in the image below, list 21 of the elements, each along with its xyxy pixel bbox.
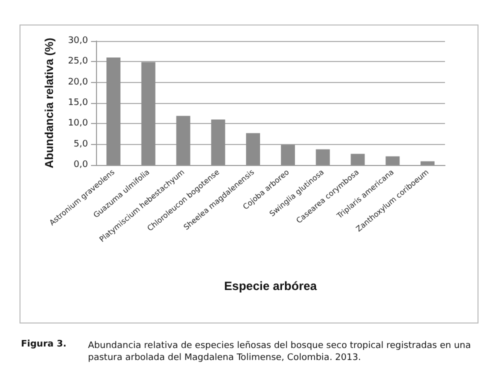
bar — [211, 120, 226, 165]
bar — [141, 62, 156, 165]
bar — [350, 154, 365, 165]
x-axis-title: Especie arbórea — [224, 279, 318, 293]
y-tick-label: 0,0 — [74, 160, 88, 170]
bar — [316, 149, 330, 165]
y-tick-label: 5,0 — [74, 139, 88, 150]
y-tick-label: 10,0 — [68, 118, 88, 129]
text: Figura 3. — [21, 340, 66, 350]
bar — [280, 144, 295, 165]
bar — [246, 133, 260, 165]
bar — [386, 156, 400, 165]
bar — [176, 116, 190, 165]
y-tick-label: 30,0 — [68, 36, 88, 46]
bar — [106, 58, 120, 165]
y-tick-label: 25,0 — [68, 56, 88, 67]
bar — [420, 161, 435, 165]
y-tick-label: 15,0 — [68, 98, 88, 108]
text: Abundancia relativa de especies leñosas del bosque seco tropical registradas en una pastura arbolada del Magdalena Tolimense, Colombia. 2013. — [88, 341, 474, 363]
y-tick-label: 20,0 — [68, 77, 88, 88]
y-axis-title: Abundancia relativa (%) — [44, 38, 56, 168]
